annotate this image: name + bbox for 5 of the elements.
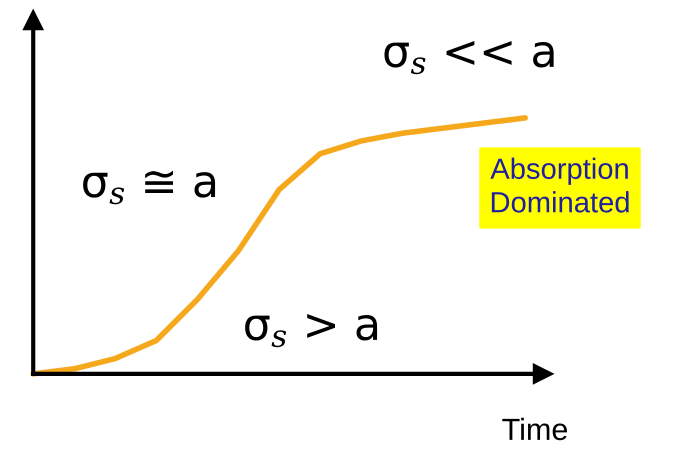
- x-axis-title: Time: [502, 418, 568, 440]
- annotation: Absorption Dominated: [490, 158, 629, 213]
- annotation: σ$_{s}$ > a: [245, 314, 378, 348]
- annotation: σ$_{s}$ ≅ a: [83, 170, 216, 204]
- text: σ$_{s}$ << a: [384, 41, 554, 74]
